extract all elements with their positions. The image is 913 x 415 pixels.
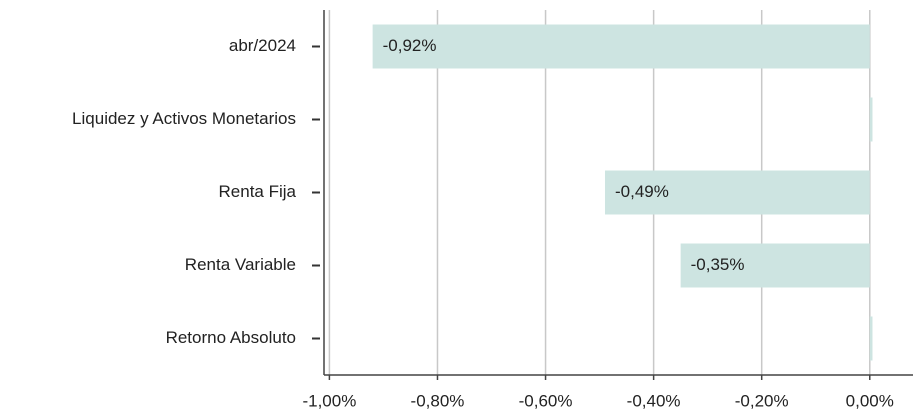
x-tick-label: -0,60% [519, 391, 573, 410]
bar [604, 170, 870, 215]
y-tick-label: Renta Variable [185, 255, 296, 274]
x-tick-label: -0,40% [627, 391, 681, 410]
y-tick-label: abr/2024 [229, 36, 296, 55]
x-tick-label: -0,20% [735, 391, 789, 410]
bar [869, 97, 873, 142]
y-tick-label: Retorno Absoluto [166, 328, 296, 347]
y-tick-label: Liquidez y Activos Monetarios [72, 109, 296, 128]
bar [869, 316, 873, 361]
y-tick-label: Renta Fija [219, 182, 297, 201]
x-tick-label: 0,00% [846, 391, 894, 410]
x-tick-label: -1,00% [302, 391, 356, 410]
value-label: -0,92% [383, 36, 437, 55]
value-label: -0,49% [615, 182, 669, 201]
bar [680, 243, 870, 288]
x-tick-label: -0,80% [411, 391, 465, 410]
bar [372, 24, 870, 69]
value-label: -0,35% [691, 255, 745, 274]
